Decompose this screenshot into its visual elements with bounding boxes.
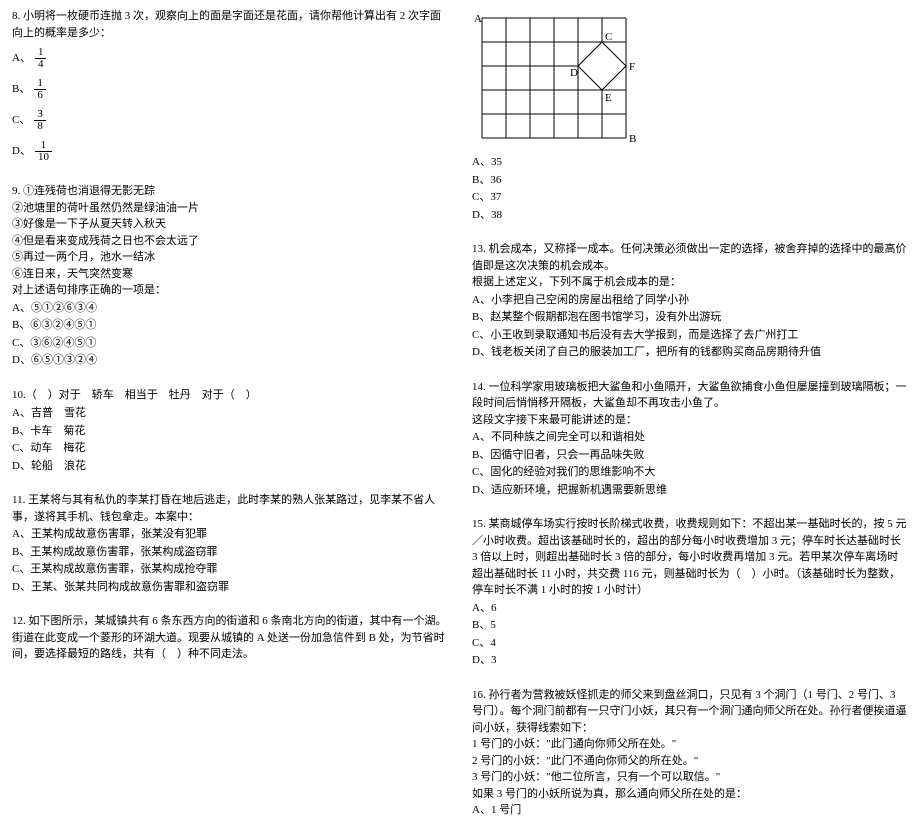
q13: 13. 机会成本，又称择一成本。任何决策必须做出一定的选择，被舍弃掉的选择中的最… [472,241,908,361]
grid-svg: A B C D E F [472,10,642,150]
q11-opt: A、王某构成故意伤害罪，张某没有犯罪 [12,526,448,543]
q13-line: 根据上述定义，下列不属于机会成本的是： [472,274,908,291]
q10-stem: 10.（ ）对于 轿车 相当于 牡丹 对于（ ） [12,387,448,404]
svg-text:B: B [629,133,636,145]
q14-line: 14. 一位科学家用玻璃板把大鲨鱼和小鱼隔开，大鲨鱼欲捕食小鱼但屡屡撞到玻璃隔板… [472,379,908,412]
q10-options: A、吉普 雪花 B、卡车 菊花 C、动车 梅花 D、轮船 浪花 [12,405,448,474]
q9-line: ②池塘里的荷叶虽然仍然是绿油油一片 [12,200,448,217]
svg-text:A: A [474,13,482,25]
q12-opt: B、36 [472,172,908,189]
fraction: 3 8 [34,109,46,132]
q9-line: ③好像是一下子从夏天转入秋天 [12,216,448,233]
q14-line: 这段文字接下来最可能讲述的是： [472,412,908,429]
q13-options: A、小李把自己空闲的房屋出租给了同学小孙 B、赵某整个假期都泡在图书馆学习，没有… [472,292,908,361]
q9-line: ⑥连日来，天气突然变寒 [12,266,448,283]
q9-options: A、⑤①②⑥③④ B、⑥③②④⑤① C、③⑥②④⑤① D、⑥⑤①③②④ [12,300,448,369]
q15-line: 15. 某商城停车场实行按时长阶梯式收费，收费规则如下：不超出某一基础时长的，按… [472,516,908,599]
q15-opt: A、6 [472,600,908,617]
q13-opt: C、小王收到录取通知书后没有去大学报到，而是选择了去广州打工 [472,327,908,344]
q11-opt: D、王某、张某共同构成故意伤害罪和盗窃罪 [12,579,448,596]
svg-text:F: F [629,61,635,73]
q8-opt-d: D、 1 10 [12,138,448,165]
q12-opt: D、38 [472,207,908,224]
q9-opt: D、⑥⑤①③②④ [12,352,448,369]
q9-line: 对上述语句排序正确的一项是： [12,282,448,299]
q10: 10.（ ）对于 轿车 相当于 牡丹 对于（ ） A、吉普 雪花 B、卡车 菊花… [12,387,448,475]
q8-options: A、 1 4 B、 1 6 C、 3 8 [12,45,448,165]
q15-opt: C、4 [472,635,908,652]
q11: 11. 王某将与其有私仇的李某打昏在地后逃走，此时李某的熟人张某路过，见李某不省… [12,492,448,595]
q10-opt: A、吉普 雪花 [12,405,448,422]
q12-opt: C、37 [472,189,908,206]
opt-label: B、 [12,81,30,98]
right-column: A B C D E F A、35 B、36 C、37 D、38 13. 机会成本，又称择一… [460,0,920,651]
q16: 16. 孙行者为营救被妖怪抓走的师父来到盘丝洞口，只见有 3 个洞门（1 号门、… [472,687,908,819]
q10-opt: C、动车 梅花 [12,440,448,457]
fraction: 1 10 [35,140,52,163]
q8-stem: 8. 小明将一枚硬币连抛 3 次，观察向上的面是字面还是花面，请你帮他计算出有 … [12,8,448,41]
fraction: 1 4 [35,47,47,70]
opt-label: D、 [12,143,31,160]
q9: 9. ①连残荷也消退得无影无踪 ②池塘里的荷叶虽然仍然是绿油油一片 ③好像是一下… [12,183,448,369]
q11-opt: B、王某构成故意伤害罪，张某构成盗窃罪 [12,544,448,561]
q13-line: 13. 机会成本，又称择一成本。任何决策必须做出一定的选择，被舍弃掉的选择中的最… [472,241,908,274]
q11-opt: C、王某构成故意伤害罪，张某构成抢夺罪 [12,561,448,578]
q15: 15. 某商城停车场实行按时长阶梯式收费，收费规则如下：不超出某一基础时长的，按… [472,516,908,669]
q8-opt-c: C、 3 8 [12,107,448,134]
svg-text:E: E [605,92,612,104]
q14-opt: A、不同种族之间完全可以和谐相处 [472,429,908,446]
q15-opt: D、3 [472,652,908,669]
grid-figure: A B C D E F [472,10,642,150]
left-column: 8. 小明将一枚硬币连抛 3 次，观察向上的面是字面还是花面，请你帮他计算出有 … [0,0,460,651]
q9-opt: C、③⑥②④⑤① [12,335,448,352]
q14-opt: D、适应新环境，把握新机遇需要新思维 [472,482,908,499]
q9-opt: B、⑥③②④⑤① [12,317,448,334]
q14: 14. 一位科学家用玻璃板把大鲨鱼和小鱼隔开，大鲨鱼欲捕食小鱼但屡屡撞到玻璃隔板… [472,379,908,499]
q11-line: 11. 王某将与其有私仇的李某打昏在地后逃走，此时李某的熟人张某路过，见李某不省… [12,492,448,525]
q11-options: A、王某构成故意伤害罪，张某没有犯罪 B、王某构成故意伤害罪，张某构成盗窃罪 C… [12,526,448,595]
q9-line: ⑤再过一两个月，池水一结冰 [12,249,448,266]
q9-opt: A、⑤①②⑥③④ [12,300,448,317]
opt-label: C、 [12,112,30,129]
q12-figure-block: A B C D E F A、35 B、36 C、37 D、38 [472,10,908,223]
fraction: 1 6 [34,78,46,101]
q15-opt: B、5 [472,617,908,634]
q10-opt: D、轮船 浪花 [12,458,448,475]
q16-line: 3 号门的小妖："他二位所言，只有一个可以取信。" [472,769,908,786]
q8: 8. 小明将一枚硬币连抛 3 次，观察向上的面是字面还是花面，请你帮他计算出有 … [12,8,448,165]
q12-opt: A、35 [472,154,908,171]
q16-line: 16. 孙行者为营救被妖怪抓走的师父来到盘丝洞口，只见有 3 个洞门（1 号门、… [472,687,908,737]
q16-line: 1 号门的小妖："此门通向你师父所在处。" [472,736,908,753]
q13-opt: A、小李把自己空闲的房屋出租给了同学小孙 [472,292,908,309]
q13-opt: D、钱老板关闭了自己的服装加工厂，把所有的钱都购买商品房期待升值 [472,344,908,361]
q16-line: 2 号门的小妖："此门不通向你师父的所在处。" [472,753,908,770]
opt-label: A、 [12,50,31,67]
q9-line: 9. ①连残荷也消退得无影无踪 [12,183,448,200]
q16-line: 如果 3 号门的小妖所说为真，那么通向师父所在处的是： [472,786,908,803]
q8-opt-a: A、 1 4 [12,45,448,72]
svg-text:D: D [570,67,578,79]
q9-line: ④但是看来变成残荷之日也不会太远了 [12,233,448,250]
q14-opt: C、固化的经验对我们的思维影响不大 [472,464,908,481]
q14-opt: B、因循守旧者，只会一再品味失败 [472,447,908,464]
q12-options: A、35 B、36 C、37 D、38 [472,154,908,223]
q14-options: A、不同种族之间完全可以和谐相处 B、因循守旧者，只会一再品味失败 C、固化的经… [472,429,908,498]
q15-options: A、6 B、5 C、4 D、3 [472,600,908,669]
q13-opt: B、赵某整个假期都泡在图书馆学习，没有外出游玩 [472,309,908,326]
q10-opt: B、卡车 菊花 [12,423,448,440]
q12-line: 12. 如下图所示，某城镇共有 6 条东西方向的街道和 6 条南北方向的街道，其… [12,613,448,663]
q12: 12. 如下图所示，某城镇共有 6 条东西方向的街道和 6 条南北方向的街道，其… [12,613,448,663]
svg-text:C: C [605,31,612,43]
q8-opt-b: B、 1 6 [12,76,448,103]
q16-line: A、1 号门 [472,802,908,819]
